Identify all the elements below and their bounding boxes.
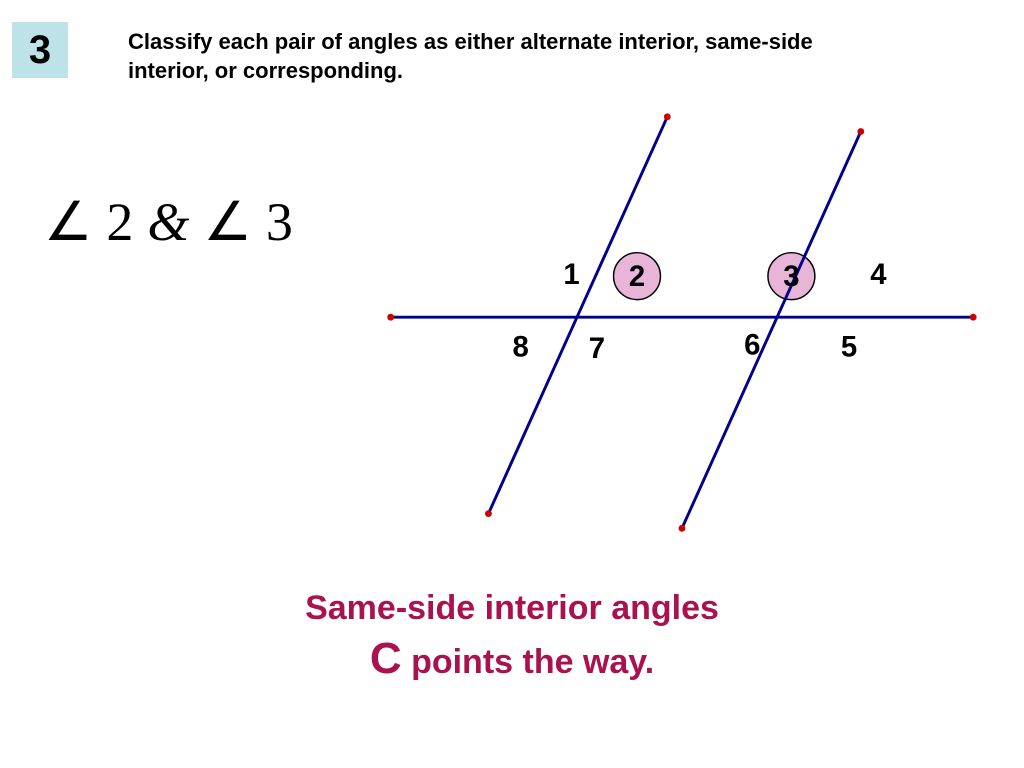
instruction-text: Classify each pair of angles as either a… xyxy=(128,28,828,85)
endpoint xyxy=(664,113,671,120)
endpoint xyxy=(679,525,686,532)
angle-label: 6 xyxy=(744,328,760,361)
angle-labels-group: 1 4 8 7 6 5 xyxy=(513,258,888,365)
angle-label: 8 xyxy=(513,330,529,363)
angle-symbol-2: ∠ xyxy=(203,190,251,253)
answer-line1: Same-side interior angles xyxy=(305,589,719,627)
angle-diagram: 2 3 1 4 8 7 6 5 xyxy=(370,110,990,540)
endpoint xyxy=(970,314,977,321)
angle-num-1: 2 xyxy=(106,191,133,253)
angle-label: 4 xyxy=(870,258,887,291)
answer-line2: C points the way. xyxy=(0,633,1024,686)
parallel-line-2 xyxy=(682,132,861,529)
highlighted-angle-label: 3 xyxy=(783,260,799,293)
parallel-line-1 xyxy=(488,117,667,514)
angle-label: 5 xyxy=(841,330,857,363)
endpoint xyxy=(387,314,394,321)
angle-num-2: 3 xyxy=(266,191,293,253)
answer-block: Same-side interior angles C points the w… xyxy=(0,588,1024,686)
question-number: 3 xyxy=(29,28,51,73)
lines-group xyxy=(391,117,973,528)
answer-big-c: C xyxy=(370,634,402,683)
angle-label: 1 xyxy=(563,258,579,291)
angle-symbol-1: ∠ xyxy=(44,190,92,253)
angle-expression: ∠2 & ∠3 xyxy=(44,190,293,253)
endpoint xyxy=(857,128,864,135)
highlighted-angle-label: 2 xyxy=(629,260,645,293)
endpoint xyxy=(485,510,492,517)
points-group xyxy=(387,113,976,531)
answer-line2-rest: points the way. xyxy=(402,643,655,681)
question-number-badge: 3 xyxy=(12,22,68,78)
angle-label: 7 xyxy=(589,332,605,365)
ampersand: & xyxy=(147,191,189,253)
